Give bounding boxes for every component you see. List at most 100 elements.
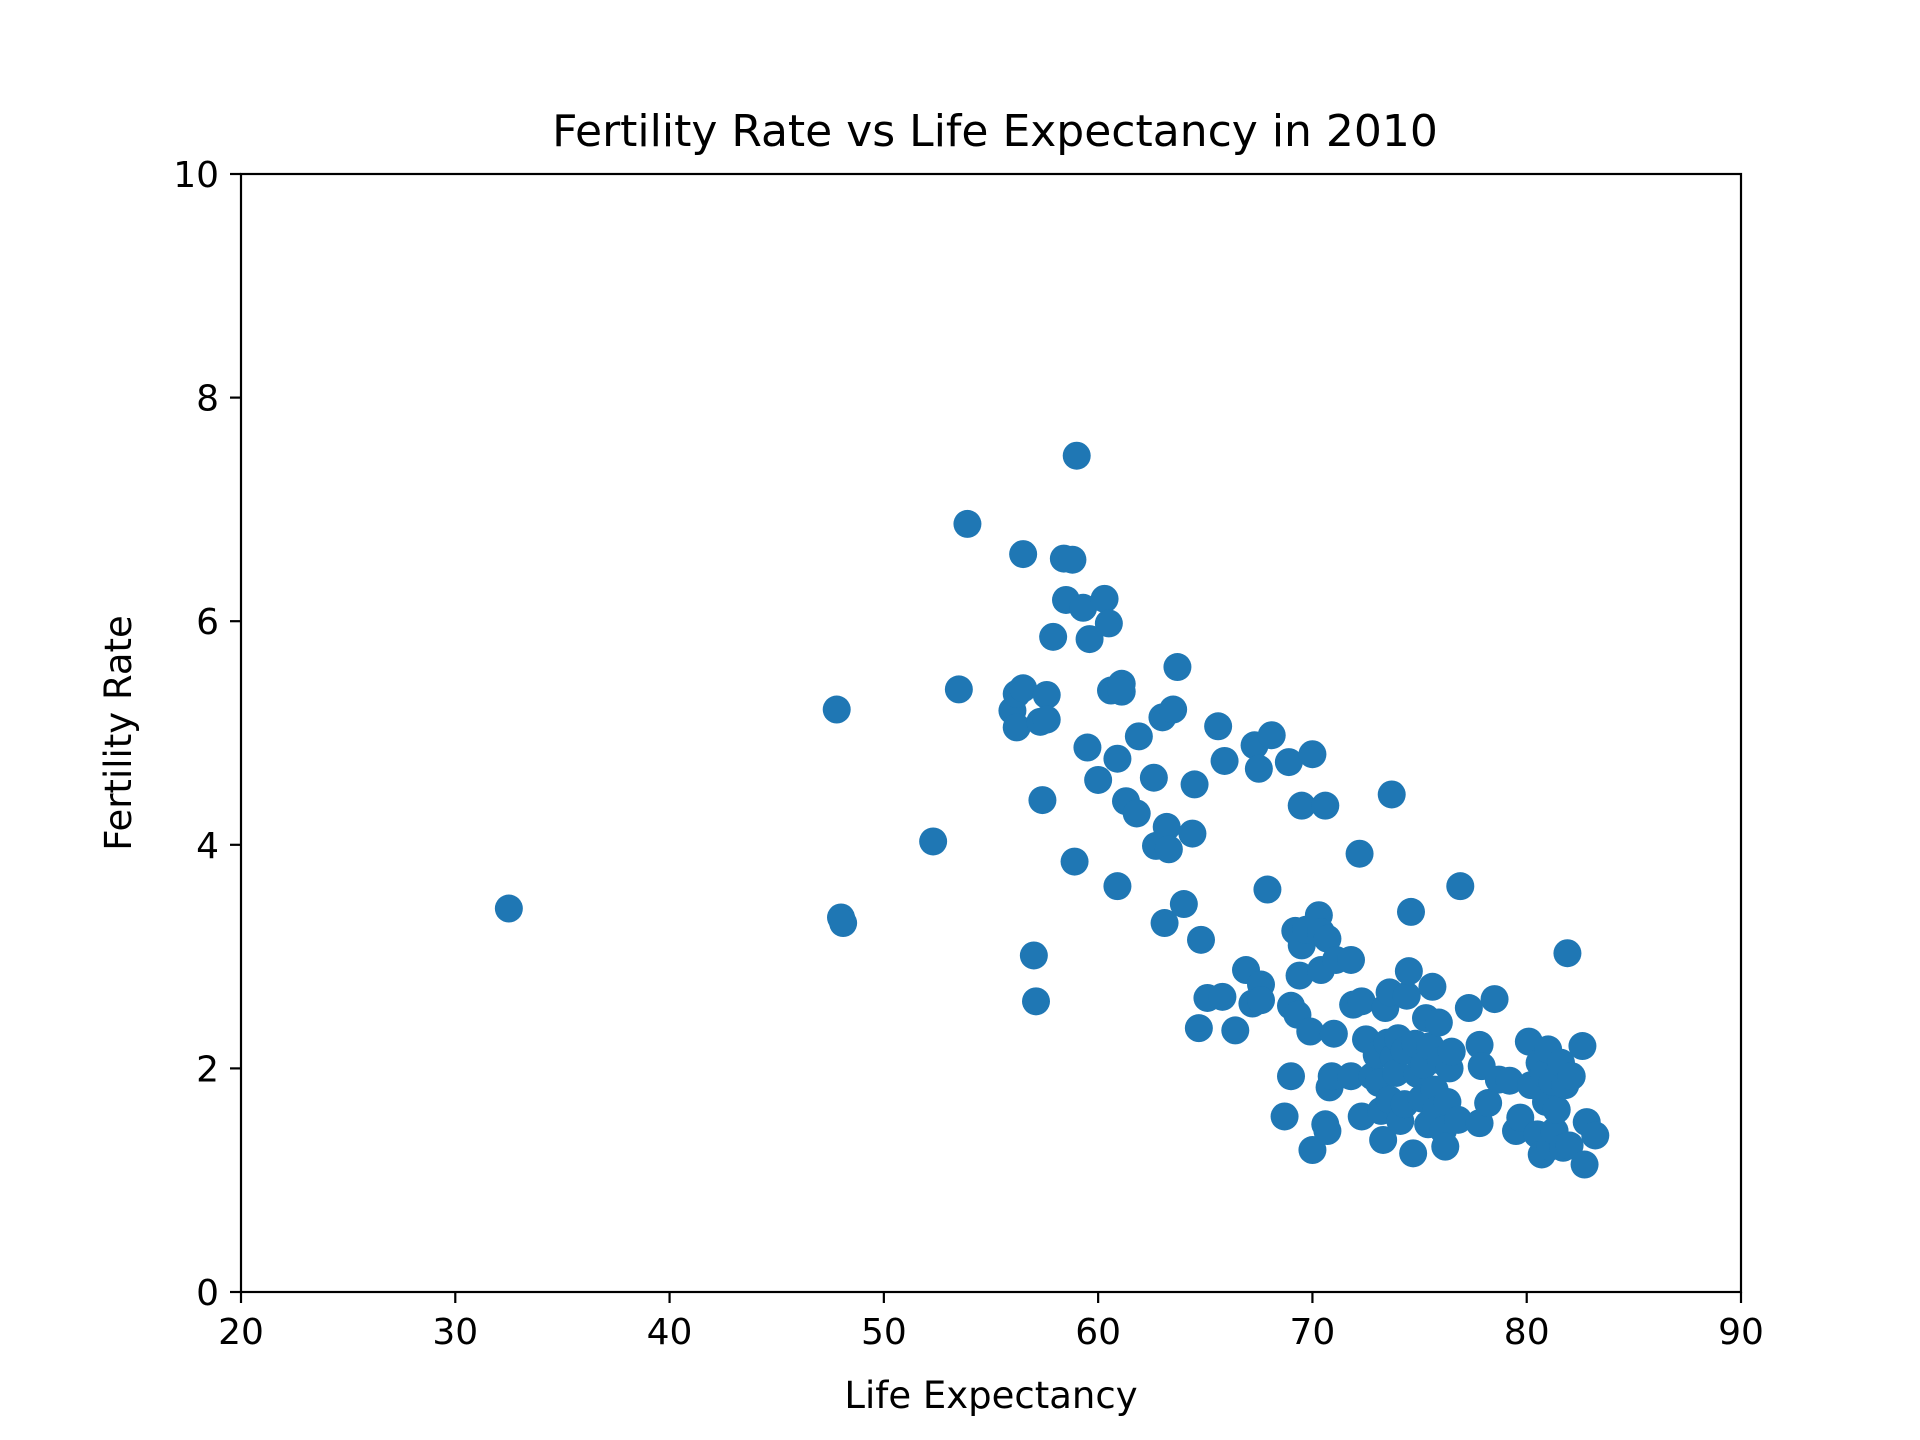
data-point-17 [1032, 705, 1061, 734]
data-point-112 [1394, 957, 1423, 986]
data-point-63 [1257, 721, 1286, 750]
data-point-122 [1418, 972, 1447, 1001]
data-point-155 [1542, 1095, 1571, 1124]
data-point-131 [1437, 1037, 1466, 1066]
data-point-27 [1084, 765, 1113, 794]
x-ticks: 20 30 40 50 60 70 80 90 [218, 1292, 1764, 1353]
data-point-31 [1103, 872, 1132, 901]
data-point-3 [829, 909, 858, 938]
y-tick-label-0: 0 [196, 1273, 219, 1314]
data-point-65 [1274, 748, 1303, 777]
data-point-46 [1169, 890, 1198, 919]
y-tick-label-2: 4 [196, 826, 219, 867]
x-tick-label-3: 50 [861, 1312, 907, 1353]
data-point-159 [1553, 939, 1582, 968]
data-point-28 [1090, 584, 1119, 613]
data-point-52 [1204, 712, 1233, 741]
data-point-62 [1253, 875, 1282, 904]
data-point-54 [1210, 746, 1239, 775]
data-point-9 [1002, 713, 1031, 742]
chart-title: Fertility Rate vs Life Expectancy in 201… [552, 106, 1438, 157]
data-point-133 [1446, 872, 1475, 901]
data-point-16 [1032, 680, 1061, 709]
data-point-143 [1506, 1103, 1535, 1132]
data-point-135 [1465, 1030, 1494, 1059]
plot-frame [239, 172, 1743, 1294]
data-point-104 [1377, 780, 1406, 809]
data-point-139 [1480, 985, 1509, 1014]
data-point-50 [1187, 925, 1215, 954]
data-point-36 [1122, 799, 1151, 828]
data-point-61 [1247, 986, 1275, 1015]
x-tick-label-5: 70 [1290, 1312, 1336, 1353]
data-point-59 [1244, 754, 1273, 783]
data-point-89 [1337, 1062, 1365, 1091]
y-ticks: 0 2 4 6 8 10 [173, 155, 241, 1314]
x-tick-label-7: 90 [1718, 1312, 1764, 1353]
data-point-42 [1152, 812, 1181, 841]
data-point-113 [1397, 897, 1425, 926]
x-tick-label-0: 20 [218, 1312, 264, 1353]
data-point-11 [1009, 540, 1038, 569]
data-point-29 [1094, 609, 1123, 638]
data-point-49 [1184, 1014, 1213, 1043]
data-point-32 [1103, 744, 1132, 773]
data-point-64 [1270, 1102, 1299, 1131]
data-point-162 [1568, 1032, 1597, 1061]
data-point-26 [1075, 625, 1104, 654]
data-point-163 [1570, 1150, 1599, 1179]
data-point-5 [944, 675, 973, 704]
data-point-128 [1431, 1132, 1460, 1161]
data-point-45 [1163, 653, 1192, 682]
data-point-66 [1277, 1062, 1305, 1091]
data-point-165 [1581, 1121, 1610, 1150]
data-point-34 [1107, 677, 1136, 706]
data-point-22 [1060, 847, 1089, 876]
data-point-13 [1022, 987, 1050, 1016]
data-point-125 [1424, 1008, 1453, 1037]
data-point-25 [1073, 733, 1102, 762]
y-tick-label-4: 8 [196, 379, 219, 420]
data-point-71 [1287, 791, 1316, 820]
data-point-38 [1139, 763, 1168, 792]
data-point-74 [1296, 1017, 1325, 1046]
data-point-55 [1221, 1016, 1250, 1045]
data-point-92 [1347, 987, 1376, 1016]
x-axis-label: Life Expectancy [844, 1374, 1137, 1417]
data-point-85 [1317, 1062, 1346, 1091]
data-point-106 [1382, 1058, 1410, 1087]
data-point-161 [1557, 1062, 1586, 1091]
data-point-114 [1399, 1139, 1428, 1168]
data-point-86 [1319, 1019, 1348, 1048]
data-point-43 [1154, 835, 1183, 864]
data-point-44 [1159, 695, 1188, 724]
data-point-70 [1285, 961, 1314, 990]
y-tick-label-5: 10 [173, 155, 219, 196]
data-point-21 [1058, 545, 1087, 574]
data-point-53 [1208, 982, 1237, 1011]
data-point-41 [1150, 909, 1179, 938]
y-tick-label-1: 2 [196, 1049, 219, 1090]
data-point-132 [1444, 1105, 1473, 1134]
data-point-75 [1298, 1136, 1327, 1165]
data-point-24 [1069, 593, 1098, 622]
data-point-0 [494, 894, 523, 923]
data-point-80 [1311, 791, 1340, 820]
data-point-111 [1392, 981, 1421, 1010]
data-point-48 [1180, 770, 1209, 799]
x-tick-label-2: 40 [647, 1312, 693, 1353]
data-point-6 [953, 509, 982, 538]
points-layer [494, 441, 1610, 1179]
data-point-15 [1028, 786, 1057, 815]
data-point-141 [1495, 1066, 1524, 1095]
y-axis-label: Fertility Rate [97, 615, 140, 851]
data-point-1 [822, 695, 851, 724]
data-point-83 [1313, 924, 1342, 953]
x-tick-label-1: 30 [432, 1312, 478, 1353]
data-point-37 [1124, 722, 1153, 751]
x-tick-label-4: 60 [1075, 1312, 1121, 1353]
y-tick-label-3: 6 [196, 602, 219, 643]
